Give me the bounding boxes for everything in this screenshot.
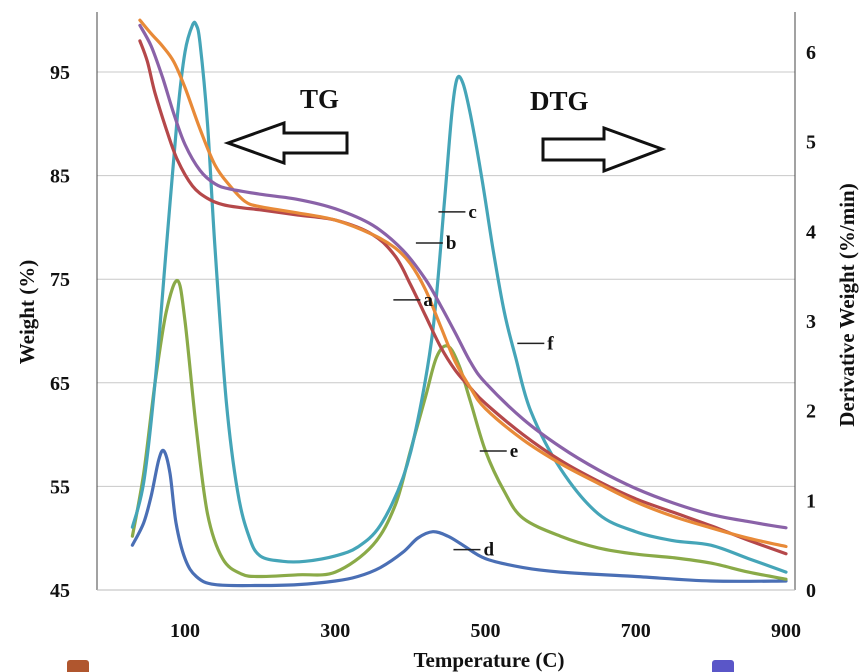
y-right-tick-labels: 0 1 2 3 4 5 6 [806, 42, 816, 602]
y-right-tick-0: 0 [806, 580, 816, 602]
corner-badge-left [67, 660, 89, 672]
y-left-tick-75: 75 [50, 269, 70, 291]
y-left-tick-55: 55 [50, 476, 70, 498]
y-left-tick-85: 85 [50, 166, 70, 188]
series-f-line [130, 20, 788, 574]
series-e-label: e [510, 441, 518, 462]
tg-left-arrow-icon [223, 120, 349, 166]
dtg-annotation: DTG [530, 86, 589, 116]
y-left-tick-45: 45 [50, 580, 70, 602]
series-a-line [138, 39, 788, 556]
series-d-line [130, 448, 788, 588]
series-d-label: d [483, 540, 494, 561]
series-a-label: a [423, 290, 433, 311]
series-b-line [138, 18, 788, 549]
y-right-tick-1: 1 [806, 490, 816, 512]
series-b-label: b [446, 233, 457, 254]
x-axis-title: Temperature (C) [413, 648, 564, 672]
y-right-tick-5: 5 [806, 132, 816, 154]
series-labels: d e f a bc [393, 202, 554, 561]
dtg-right-arrow-icon [541, 125, 667, 174]
series-f-label: f [547, 333, 554, 354]
corner-badge-right [712, 660, 734, 672]
grid-lines [97, 71, 795, 487]
x-tick-900: 900 [771, 620, 801, 642]
x-tick-500: 500 [471, 620, 501, 642]
y-left-axis-title: Weight (%) [15, 260, 39, 364]
y-left-tick-95: 95 [50, 62, 70, 84]
y-right-tick-4: 4 [806, 221, 816, 243]
series-lines [130, 18, 788, 588]
y-right-tick-2: 2 [806, 401, 816, 423]
y-right-tick-6: 6 [806, 42, 816, 64]
x-tick-300: 300 [320, 620, 350, 642]
x-tick-labels: 100 300 500 700 900 [170, 620, 801, 642]
x-tick-700: 700 [621, 620, 651, 642]
x-tick-100: 100 [170, 620, 200, 642]
y-left-tick-65: 65 [50, 373, 70, 395]
series-c-line [138, 23, 788, 530]
tg-annotation: TG [300, 84, 339, 114]
series-c-label: c [468, 202, 476, 223]
y-left-tick-labels: 45 55 65 75 85 95 [50, 62, 70, 602]
y-right-tick-3: 3 [806, 311, 816, 333]
y-right-axis-title: Derivative Weight (%/min) [835, 183, 859, 426]
